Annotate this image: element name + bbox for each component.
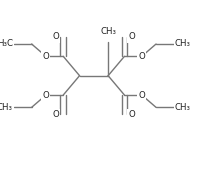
Text: O: O — [129, 32, 135, 42]
Text: O: O — [138, 90, 145, 100]
Text: O: O — [52, 110, 59, 119]
Text: H₃C: H₃C — [0, 39, 13, 49]
Text: CH₃: CH₃ — [0, 103, 13, 112]
Text: CH₃: CH₃ — [100, 27, 116, 36]
Text: O: O — [42, 90, 49, 100]
Text: O: O — [129, 110, 135, 119]
Text: CH₃: CH₃ — [175, 39, 191, 49]
Text: O: O — [138, 52, 145, 61]
Text: CH₃: CH₃ — [175, 103, 191, 112]
Text: O: O — [52, 32, 59, 42]
Text: O: O — [42, 52, 49, 61]
